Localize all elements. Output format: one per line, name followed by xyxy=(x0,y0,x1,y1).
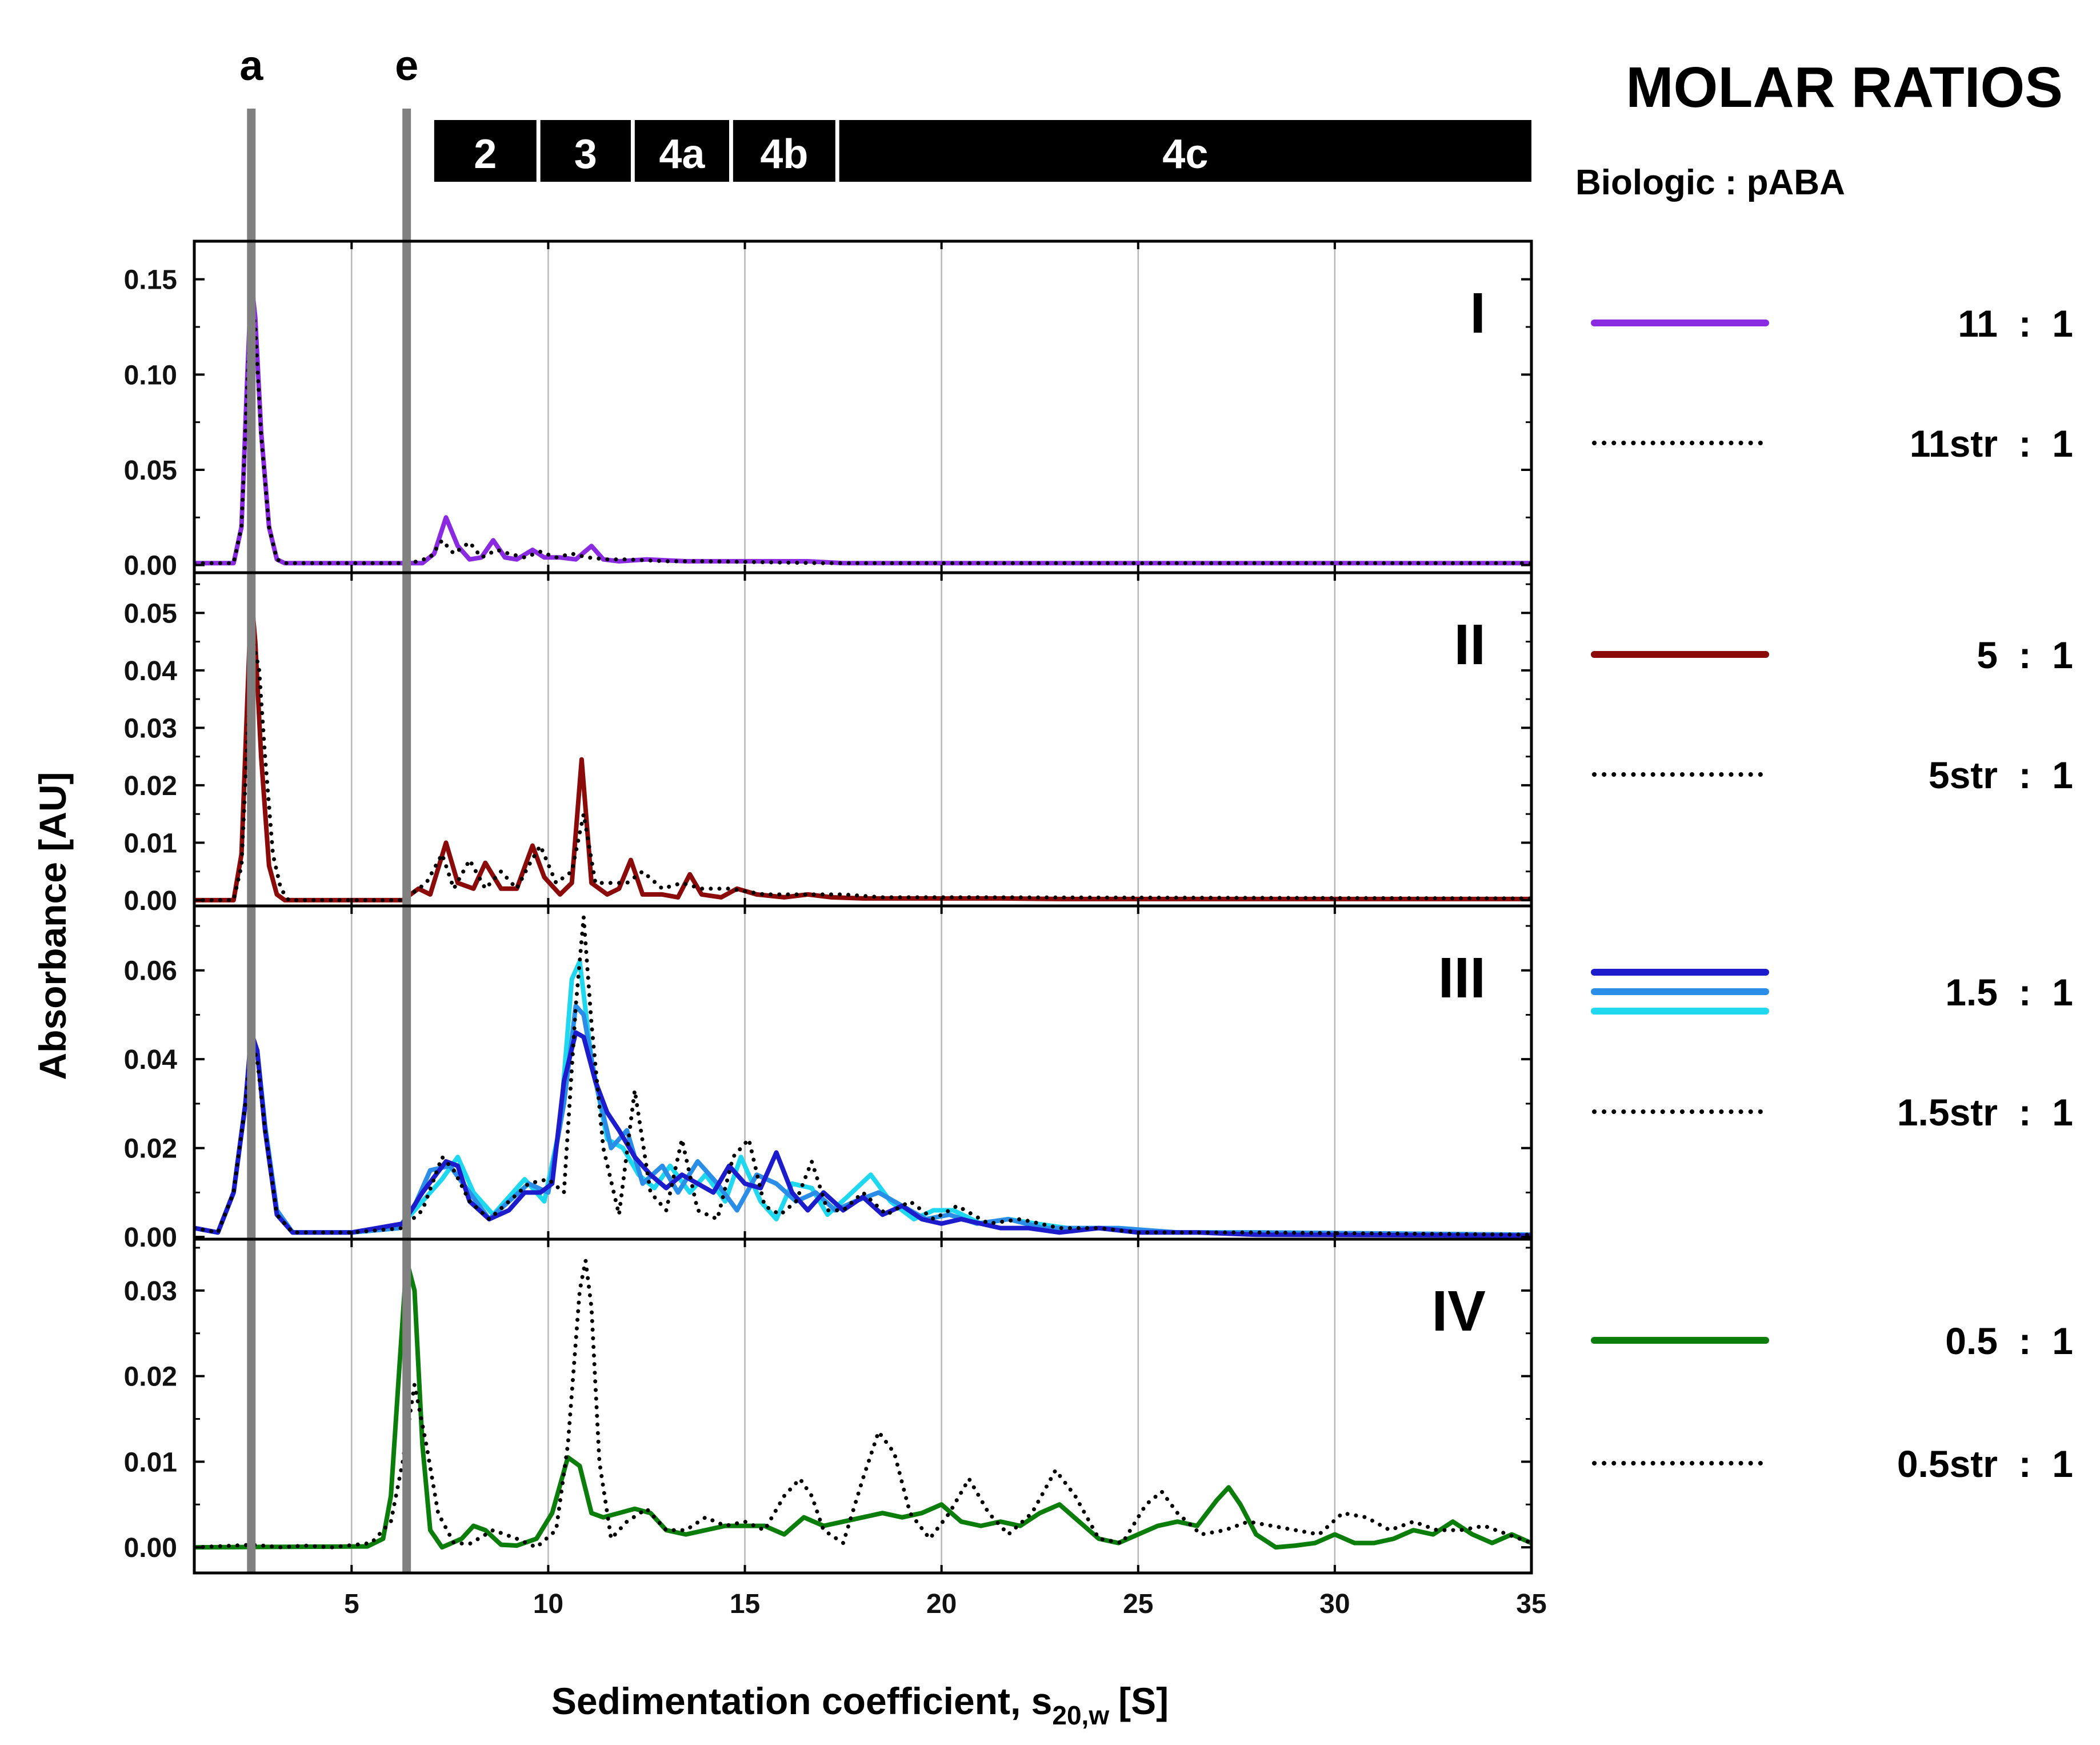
y-axis-title: Absorbance [AU] xyxy=(31,772,74,1080)
x-tick-label: 35 xyxy=(1516,1589,1546,1619)
x-tick-label: 30 xyxy=(1319,1589,1350,1619)
legend-entry-label: 1.5 : 1 xyxy=(1945,971,2073,1013)
y-tick-label: 0.04 xyxy=(124,1045,178,1075)
y-tick-label: 0.01 xyxy=(124,828,177,858)
region-label-4c: 4c xyxy=(1162,131,1208,177)
x-tick-label: 15 xyxy=(730,1589,760,1619)
legend-subtitle: Biologic : pABA xyxy=(1575,163,1845,202)
x-tick-label: 10 xyxy=(533,1589,563,1619)
series-line-III-1.5-1-blue- xyxy=(194,1030,1531,1238)
y-tick-label: 0.02 xyxy=(124,1362,177,1392)
legend-entry-label: 11str : 1 xyxy=(1910,422,2073,465)
y-tick-label: 0.00 xyxy=(124,886,177,916)
y-tick-label: 0.04 xyxy=(124,656,178,686)
region-label-2: 2 xyxy=(474,131,497,177)
x-axis-title-unit: [S] xyxy=(1118,1680,1169,1722)
y-tick-label: 0.06 xyxy=(124,956,177,987)
y-tick-label: 0.15 xyxy=(124,265,177,296)
x-tick-label: 20 xyxy=(926,1589,957,1619)
panel-label-I: I xyxy=(1470,281,1486,345)
x-tick-label: 25 xyxy=(1123,1589,1153,1619)
y-tick-label: 0.00 xyxy=(124,551,177,581)
series-line-IV-0.5str-1 xyxy=(194,1258,1531,1550)
y-tick-label: 0.03 xyxy=(124,1276,177,1307)
region-box-2 xyxy=(434,120,537,182)
legend-entry-label: 1.5str : 1 xyxy=(1897,1091,2073,1133)
series-line-II-5-1 xyxy=(194,593,1531,903)
panel-frame-I xyxy=(193,239,1533,574)
series-line-I-11str-1 xyxy=(194,296,1531,565)
x-axis-title-main: Sedimentation coefficient, s xyxy=(551,1680,1053,1722)
region-label-3: 3 xyxy=(574,131,597,177)
x-tick-label: 5 xyxy=(344,1589,359,1619)
y-tick-label: 0.05 xyxy=(124,598,177,629)
panel-frame-II xyxy=(193,571,1533,908)
data-series xyxy=(194,279,1531,1550)
y-tick-label: 0.02 xyxy=(124,1134,177,1164)
region-label-4b: 4b xyxy=(760,131,808,177)
legend-entry-label: 11 : 1 xyxy=(1958,302,2073,345)
panel-frame-III xyxy=(193,904,1533,1241)
series-line-I-11-1 xyxy=(194,279,1531,566)
series-line-IV-0.5-1 xyxy=(194,1258,1531,1550)
y-tick-label: 0.03 xyxy=(124,713,177,744)
x-axis-title: Sedimentation coefficient, s20,w [S] xyxy=(551,1680,1169,1730)
y-tick-label: 0.10 xyxy=(124,360,177,390)
x-axis-title-subscript: 20,w xyxy=(1052,1700,1109,1730)
panel-frames xyxy=(193,239,1533,1575)
panel-label-III: III xyxy=(1438,946,1486,1010)
region-box-4c xyxy=(839,120,1531,182)
series-line-II-5str-1 xyxy=(194,640,1531,903)
panel-frame-IV xyxy=(193,1237,1533,1575)
y-tick-label: 0.01 xyxy=(124,1447,177,1478)
marker-label-a: a xyxy=(239,42,263,89)
y-tick-label: 0.05 xyxy=(124,456,177,486)
series-line-III-1.5-1-steel-blue- xyxy=(194,1003,1531,1237)
legend-entry-label: 0.5str : 1 xyxy=(1897,1443,2073,1485)
region-label-4a: 4a xyxy=(659,131,705,177)
legend: MOLAR RATIOS Biologic : pABA 11 : 1 11str… xyxy=(1575,55,2073,1485)
region-box-4b xyxy=(733,120,835,182)
y-tick-label: 0.02 xyxy=(124,771,177,801)
panel-label-II: II xyxy=(1454,613,1486,677)
y-tick-label: 0.00 xyxy=(124,1223,177,1253)
marker-label-e: e xyxy=(395,42,418,89)
y-tick-label: 0.00 xyxy=(124,1533,177,1563)
region-box-4a xyxy=(634,120,729,182)
series-line-III-1.5str-1 xyxy=(194,915,1531,1237)
panel-label-IV: IV xyxy=(1432,1279,1486,1343)
legend-title: MOLAR RATIOS xyxy=(1626,55,2063,119)
legend-entry-label: 0.5 : 1 xyxy=(1945,1320,2073,1362)
axis-labels: Absorbance [AU] Sedimentation coefficien… xyxy=(31,265,1547,1730)
region-box-3 xyxy=(540,120,631,182)
region-bar: 2 3 4a 4b 4c xyxy=(434,120,1531,182)
legend-entry-label: 5str : 1 xyxy=(1929,754,2073,796)
legend-entry-label: 5 : 1 xyxy=(1977,634,2073,676)
